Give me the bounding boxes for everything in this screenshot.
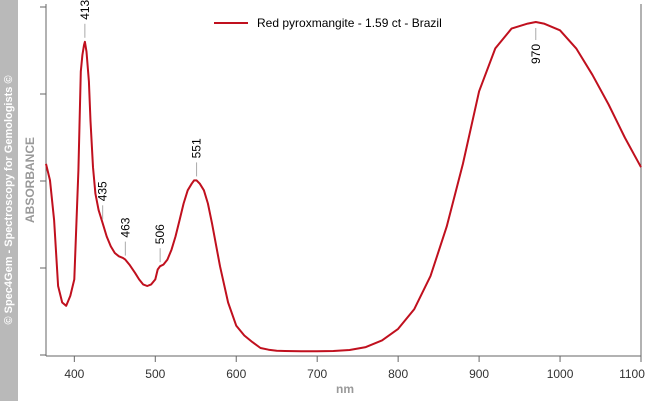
peak-label: 435 — [96, 181, 110, 201]
peak-label: 463 — [118, 217, 132, 237]
legend: Red pyroxmangite - 1.59 ct - Brazil — [214, 16, 442, 30]
peak-label: 506 — [153, 224, 167, 244]
x-tick-label: 700 — [307, 367, 327, 381]
x-tick-label: 1100 — [619, 367, 645, 381]
x-ticks: 400 500 600 700 800 900 1000 1100 — [64, 356, 645, 381]
peak-label: 970 — [529, 44, 543, 64]
x-tick-label: 500 — [145, 367, 165, 381]
x-tick-label: 400 — [64, 367, 84, 381]
x-tick-label: 900 — [469, 367, 489, 381]
x-tick-label: 1000 — [547, 367, 574, 381]
series-line — [45, 21, 642, 353]
copyright-sidebar: © Spec4Gem - Spectroscopy for Gemologist… — [0, 0, 18, 401]
x-tick-label: 600 — [226, 367, 246, 381]
legend-label: Red pyroxmangite - 1.59 ct - Brazil — [257, 16, 442, 30]
peak-annotations: 413 435 463 506 551 970 — [78, 0, 543, 263]
axes — [40, 4, 642, 357]
peak-label: 413 — [78, 0, 92, 20]
x-axis-label: nm — [336, 382, 354, 396]
y-axis-label: ABSORBANCE — [23, 137, 37, 223]
peak-label: 551 — [190, 138, 204, 158]
x-tick-label: 800 — [388, 367, 408, 381]
series-layer — [45, 21, 642, 353]
